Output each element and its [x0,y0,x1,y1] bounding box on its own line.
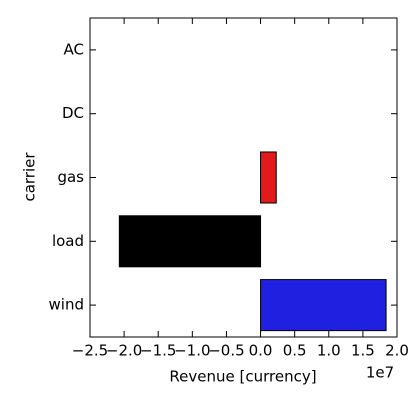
x-tick-label: −0.5 [208,342,244,360]
x-tick-label: −2.5 [72,342,108,360]
x-axis-label: Revenue [currency] [169,368,316,386]
bar [260,151,277,204]
y-axis-label: carrier [21,152,39,202]
x-offset-label: 1e7 [366,364,394,382]
bar [260,279,387,332]
x-tick-label: −1.5 [140,342,176,360]
x-tick-label: −2.0 [106,342,142,360]
x-tick-label: 2.0 [385,342,409,360]
x-tick-label: 1.0 [317,342,341,360]
x-tick-label: −1.0 [174,342,210,360]
x-tick-label: 1.5 [351,342,375,360]
x-tick-label: 0.0 [249,342,273,360]
y-tick-label: gas [57,168,84,186]
y-tick-label: AC [64,40,84,58]
x-tick-label: 0.5 [283,342,307,360]
bar [118,215,262,268]
y-tick-label: wind [49,296,84,314]
y-tick-label: DC [62,104,84,122]
y-tick-label: load [52,232,84,250]
